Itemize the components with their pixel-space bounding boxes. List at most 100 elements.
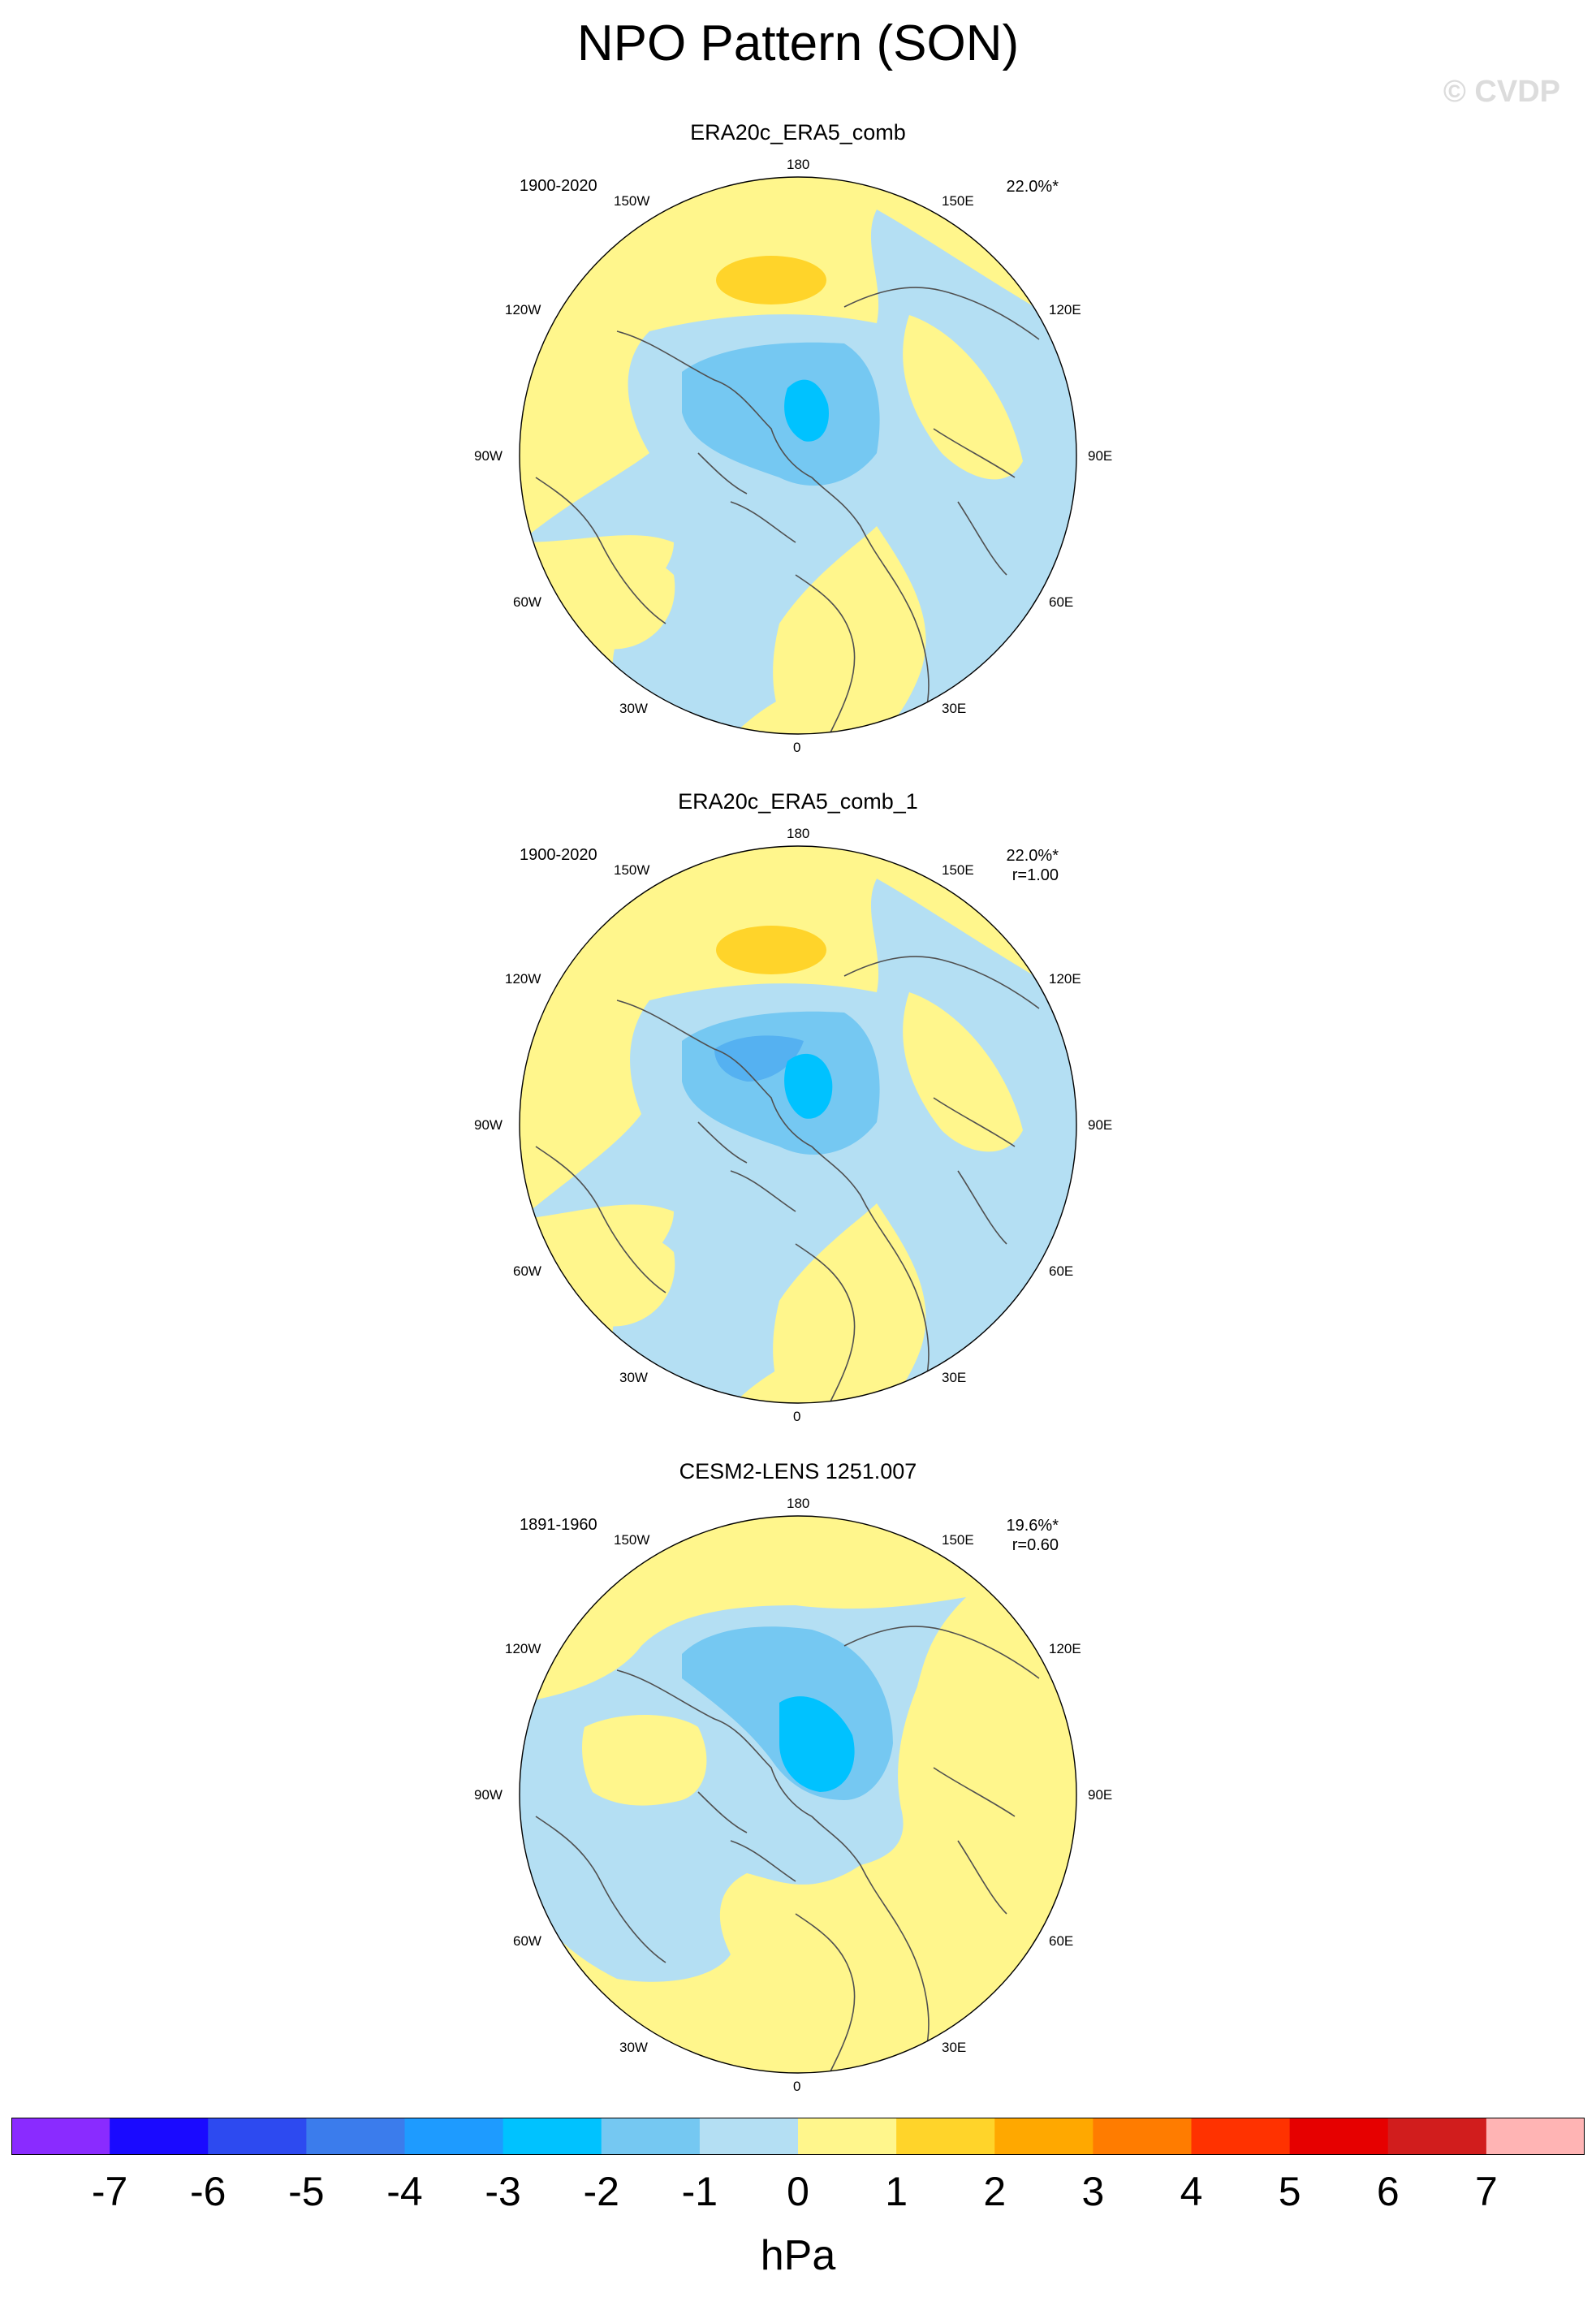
lon-label-90w: 90W (474, 448, 503, 464)
lon-label-120w: 120W (505, 302, 541, 317)
lon-label-60e: 60E (1049, 1933, 1074, 1949)
lon-label-90w: 90W (474, 1787, 503, 1803)
panel-title: ERA20c_ERA5_comb_1 (678, 789, 918, 814)
coastlines (535, 1626, 1040, 2073)
colorbar-tick-label: -5 (288, 2169, 325, 2214)
lon-label-150e: 150E (942, 193, 974, 209)
colorbar-swatch (1387, 2118, 1487, 2155)
polar-map-1 (519, 176, 1077, 735)
lon-label-90e: 90E (1088, 448, 1113, 464)
polar-map-2 (519, 845, 1077, 1404)
lon-label-150e: 150E (942, 862, 974, 878)
coastlines (535, 287, 1040, 734)
colorbar-tick-label: 5 (1278, 2169, 1301, 2214)
stats-label: 22.0%* r=1.00 (958, 846, 1059, 885)
colorbar-swatch (208, 2118, 307, 2155)
colorbar-swatch (306, 2118, 406, 2155)
map-panel-3: CESM2-LENS 1251.007 1891-1960 19.6%* r=0… (0, 1459, 1596, 2125)
lon-label-150w: 150W (614, 1532, 650, 1548)
variance-pct: 22.0%* (1006, 847, 1059, 865)
positive-region-europe (773, 1203, 926, 1403)
negative-center-2 (714, 1035, 804, 1082)
colorbar-swatch (1486, 2118, 1585, 2155)
negative-core (784, 379, 829, 442)
colorbar-tick-label: 6 (1376, 2169, 1400, 2214)
colorbar-tick-label: -1 (681, 2169, 718, 2214)
lon-label-0: 0 (793, 1409, 801, 1424)
lon-label-120e: 120E (1049, 971, 1081, 987)
lon-label-90e: 90E (1088, 1787, 1113, 1803)
map-frame (519, 176, 1077, 735)
colorbar (11, 2118, 1585, 2155)
polar-map-3 (519, 1515, 1077, 2074)
period-label: 1900-2020 (520, 177, 597, 195)
colorbar-swatch (1191, 2118, 1291, 2155)
colorbar-tick-label: 7 (1474, 2169, 1498, 2214)
colorbar-frame (11, 2118, 1585, 2155)
lon-label-180: 180 (787, 826, 810, 841)
lon-label-30w: 30W (619, 1370, 648, 1385)
lon-label-60e: 60E (1049, 1263, 1074, 1279)
positive-region-atlantic (558, 555, 675, 650)
lon-label-30w: 30W (619, 701, 648, 716)
colorbar-swatch (896, 2118, 995, 2155)
stats-label: 22.0%* (958, 177, 1059, 196)
positive-region-asia (903, 992, 1023, 1152)
negative-core (779, 1696, 855, 1792)
lon-label-150w: 150W (614, 193, 650, 209)
colorbar-swatch (994, 2118, 1093, 2155)
lon-label-180: 180 (787, 157, 810, 172)
colorbar-tick-label: 4 (1180, 2169, 1203, 2214)
negative-core (784, 1053, 833, 1119)
lon-label-120w: 120W (505, 1641, 541, 1656)
figure-title: NPO Pattern (SON) (576, 15, 1020, 71)
colorbar-swatch (798, 2118, 897, 2155)
colorbar-tick-label: -6 (190, 2169, 226, 2214)
lon-label-150e: 150E (942, 1532, 974, 1548)
colorbar-swatch (699, 2118, 799, 2155)
colorbar-tick-label: -3 (485, 2169, 521, 2214)
colorbar-swatch (404, 2118, 504, 2155)
positive-region-asia (903, 315, 1023, 480)
positive-region-europe (773, 526, 926, 734)
map-frame (519, 1515, 1077, 2074)
panel-title: ERA20c_ERA5_comb (690, 120, 906, 145)
coastlines (535, 956, 1040, 1403)
colorbar-swatch (503, 2118, 602, 2155)
lon-label-60e: 60E (1049, 594, 1074, 610)
colorbar-tick-label: -2 (583, 2169, 619, 2214)
period-label: 1891-1960 (520, 1516, 597, 1534)
variance-pct: 19.6%* (1006, 1517, 1059, 1535)
positive-region-na (582, 1715, 707, 1806)
positive-region-atlantic (558, 1232, 675, 1327)
colorbar-tick-label: 2 (983, 2169, 1007, 2214)
colorbar-tick-label: -4 (386, 2169, 423, 2214)
lon-label-120w: 120W (505, 971, 541, 987)
lon-label-90w: 90W (474, 1117, 503, 1133)
lon-label-90e: 90E (1088, 1117, 1113, 1133)
period-label: 1900-2020 (520, 846, 597, 864)
lon-label-120e: 120E (1049, 302, 1081, 317)
stats-label: 19.6%* r=0.60 (958, 1516, 1059, 1555)
lon-label-180: 180 (787, 1496, 810, 1511)
lon-label-30e: 30E (942, 1370, 967, 1385)
lon-label-0: 0 (793, 740, 801, 755)
lon-label-60w: 60W (513, 1933, 541, 1949)
negative-center-1 (682, 342, 880, 486)
lon-label-30e: 30E (942, 701, 967, 716)
lon-label-60w: 60W (513, 594, 541, 610)
lon-label-60w: 60W (513, 1263, 541, 1279)
map-frame (519, 845, 1077, 1404)
positive-center (716, 926, 826, 974)
cvdp-watermark: © CVDP (1443, 75, 1560, 109)
map-panel-1: ERA20c_ERA5_comb 1900-2020 22.0%* 180 15… (0, 120, 1596, 786)
panel-title: CESM2-LENS 1251.007 (679, 1459, 917, 1483)
colorbar-swatch (11, 2118, 110, 2155)
units-label: hPa (760, 2232, 836, 2279)
variance-pct: 22.0%* (1006, 178, 1059, 196)
pattern-correlation: r=1.00 (1012, 866, 1059, 884)
colorbar-swatch (110, 2118, 209, 2155)
colorbar-swatch (601, 2118, 701, 2155)
lon-label-150w: 150W (614, 862, 650, 878)
colorbar-swatch (1093, 2118, 1193, 2155)
